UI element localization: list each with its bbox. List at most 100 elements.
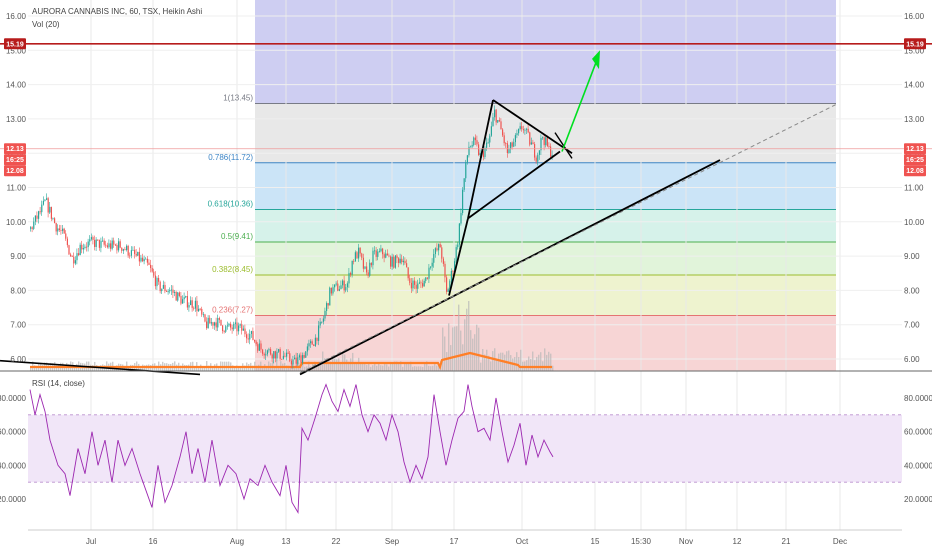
volume-bar — [478, 327, 480, 371]
candle-body — [402, 260, 404, 263]
volume-bar — [418, 366, 420, 371]
candle-body — [183, 297, 185, 300]
wedge-line — [467, 99, 494, 219]
volume-bar — [488, 355, 490, 371]
volume-bar — [320, 361, 322, 371]
candle-body — [410, 282, 412, 289]
volume-bar — [74, 366, 76, 371]
volume-bar — [552, 365, 554, 371]
candle-body — [166, 291, 168, 292]
time-tick: 15:30 — [631, 537, 652, 546]
candle-body — [286, 352, 288, 357]
volume-bar — [278, 365, 280, 371]
candle-body — [278, 349, 280, 352]
candle-body — [529, 132, 531, 145]
candle-body — [412, 280, 414, 289]
candle-body — [71, 255, 73, 257]
candle-body — [439, 244, 441, 248]
volume-bar — [500, 352, 502, 371]
candle-body — [348, 272, 350, 284]
candles[interactable] — [30, 105, 553, 369]
rsi-pane[interactable] — [28, 383, 902, 514]
volume-bar — [306, 366, 308, 371]
candle-body — [215, 322, 217, 328]
candle-body — [551, 155, 553, 157]
candle-body — [214, 322, 216, 326]
candle-body — [31, 227, 33, 229]
candle-body — [423, 280, 425, 287]
volume-bar — [442, 327, 444, 371]
volume-bar — [504, 354, 506, 371]
candle-body — [84, 246, 86, 249]
rsi-tick-right: 20.0000 — [904, 495, 932, 504]
candle-body — [396, 255, 398, 259]
candle-body — [258, 343, 260, 351]
volume-bar — [308, 361, 310, 371]
volume-bar — [472, 338, 474, 371]
volume-bar — [516, 352, 518, 371]
volume-bar — [378, 362, 380, 371]
price-tick-left: 10.00 — [6, 218, 27, 227]
volume-bar — [444, 336, 446, 371]
candle-body — [530, 142, 532, 145]
volume-bar — [540, 352, 542, 371]
candle-body — [185, 296, 187, 298]
candle-body — [466, 155, 468, 163]
volume-bar — [546, 354, 548, 371]
candle-body — [527, 128, 529, 133]
candle-body — [377, 251, 379, 257]
volume-bar — [234, 366, 236, 371]
volume-bar — [336, 359, 338, 371]
drawings[interactable] — [0, 42, 932, 376]
candle-body — [65, 233, 67, 239]
volume-bar — [244, 365, 246, 371]
volume-bar — [372, 365, 374, 371]
volume-bar — [538, 354, 540, 371]
price-tick-right: 8.00 — [904, 286, 920, 295]
candle-body — [254, 339, 256, 342]
candle-body — [246, 334, 248, 339]
candle-body — [318, 325, 320, 341]
candle-body — [150, 264, 152, 269]
candle-body — [486, 142, 488, 148]
resistance-tag-right: 15.19 — [904, 38, 926, 50]
candle-body — [175, 292, 177, 301]
candle-body — [534, 144, 536, 158]
candle-body — [194, 300, 196, 309]
candle-body — [58, 228, 60, 230]
fib-labels: 1(13.45) 0.786(11.72) 0.618(10.36) 0.5(9.41… — [208, 93, 254, 314]
volume-bar — [490, 361, 492, 371]
candle-body — [182, 299, 184, 304]
candle-body — [537, 154, 539, 162]
candle-body — [535, 157, 537, 162]
candle-body — [353, 260, 355, 262]
chart-title: AURORA CANNABIS INC, 60, TSX, Heikin Ash… — [32, 7, 202, 16]
candle-body — [305, 351, 307, 358]
fib-level-label: 0.786(11.72) — [208, 153, 253, 162]
volume-bar — [34, 365, 36, 371]
candle-body — [190, 300, 192, 306]
volume-bar — [286, 365, 288, 371]
volume-bar — [374, 363, 376, 371]
candle-body — [425, 277, 427, 281]
candle-body — [156, 277, 158, 287]
volume-bar — [486, 349, 488, 371]
volume-bar — [262, 366, 264, 371]
rsi-tick-right: 40.0000 — [904, 461, 932, 470]
candle-body — [33, 221, 35, 229]
candle-body — [100, 240, 102, 248]
candle-body — [39, 211, 41, 213]
candle-body — [478, 144, 480, 156]
candle-body — [118, 241, 120, 251]
candle-body — [329, 287, 331, 306]
countdown-tag-right: 16:25 — [904, 154, 926, 166]
volume-bar — [356, 362, 358, 371]
candle-body — [62, 228, 64, 231]
candle-body — [433, 254, 435, 263]
candle-body — [199, 308, 201, 310]
fib-zone — [255, 103, 836, 163]
candle-body — [279, 349, 281, 359]
candle-body — [250, 331, 252, 334]
rsi-band — [28, 414, 902, 483]
